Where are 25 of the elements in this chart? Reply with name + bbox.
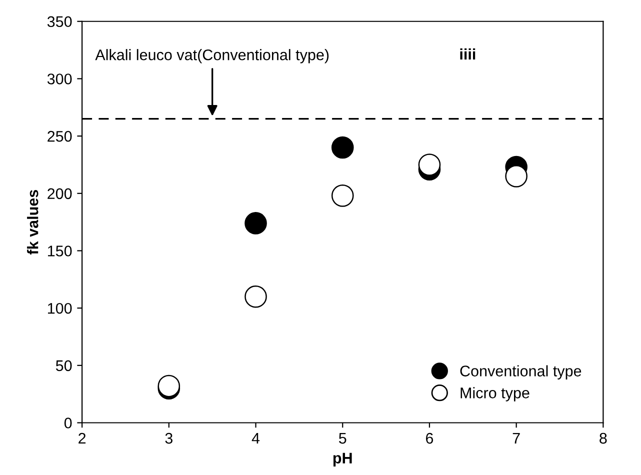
x-tick-label: 4 [252, 433, 260, 444]
x-tick-label: 8 [600, 432, 607, 444]
x-tick-label: 2 [78, 432, 86, 444]
point [331, 136, 354, 159]
y-tick-label: 50 [56, 360, 72, 372]
y-tick-label: 150 [48, 246, 72, 256]
x-tick-label: 5 [338, 433, 346, 444]
point [418, 154, 441, 176]
legend-label: Micro type [460, 387, 530, 402]
point [244, 212, 267, 234]
x-tick-label: 3 [165, 432, 172, 444]
y-tick-label: 300 [47, 74, 72, 84]
point [505, 165, 528, 188]
legend-label: Conventional type [460, 365, 582, 380]
y-tick-label: 100 [48, 302, 72, 314]
y-tick-label: 250 [48, 130, 72, 142]
x-tick-label: 6 [426, 432, 434, 444]
x-tick-label: 7 [512, 433, 520, 444]
y-tick-label: 0 [64, 418, 72, 428]
y-tick-label: 350 [47, 16, 72, 28]
annotation: iiii [460, 48, 476, 60]
x-axis-title: pH [333, 452, 352, 467]
y-axis-title: fk values [27, 190, 38, 254]
annotation: Alkali leuco vat(Conventional type) [95, 49, 329, 64]
y-tick-label: 200 [48, 188, 72, 200]
